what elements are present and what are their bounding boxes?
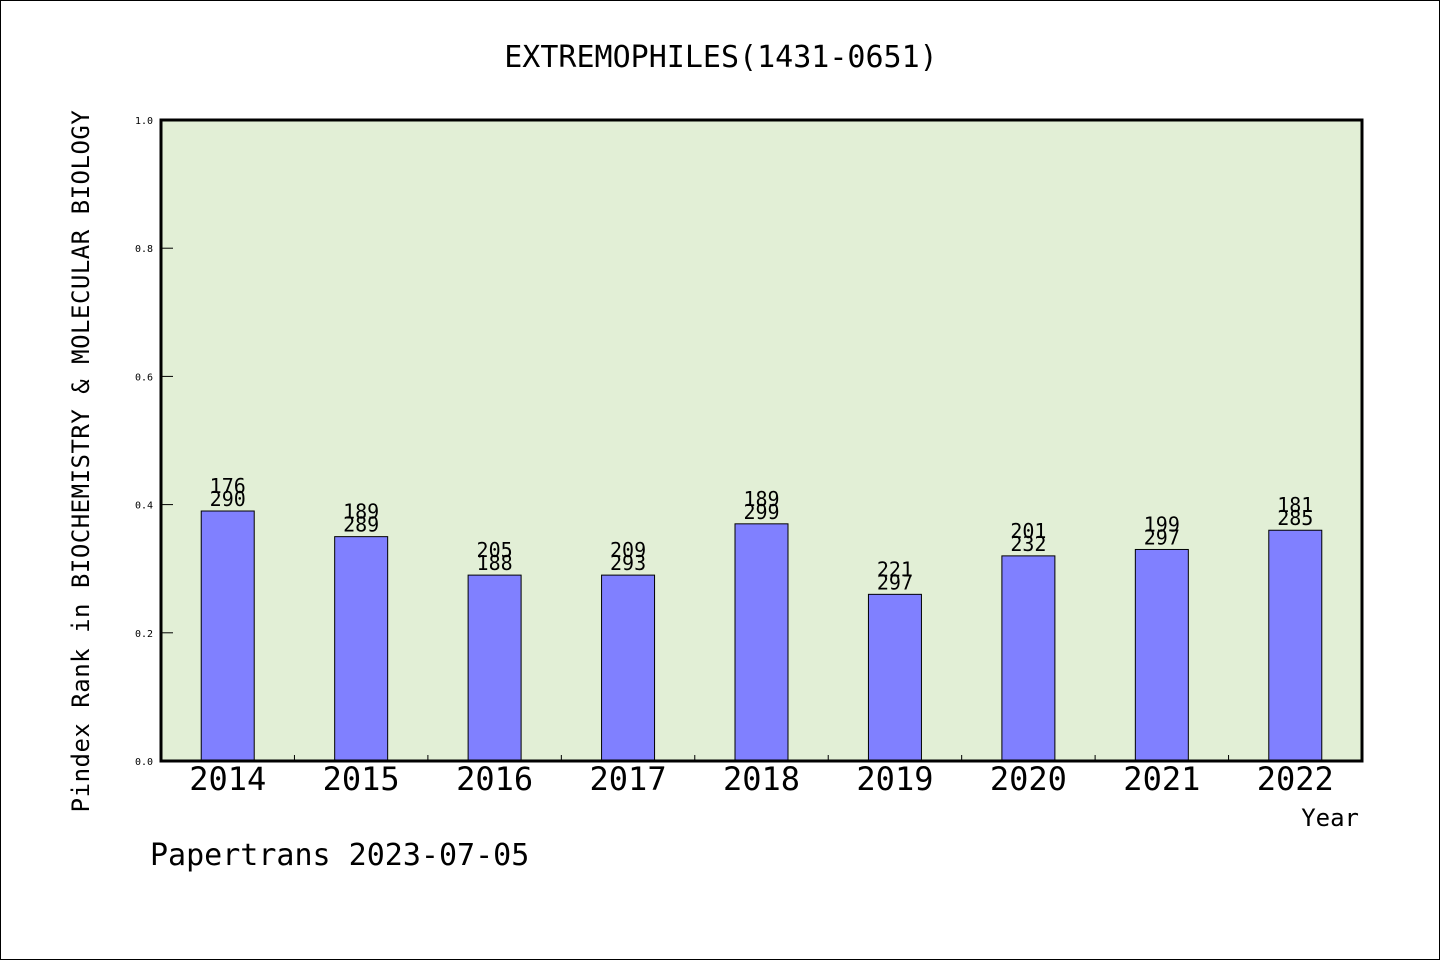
data-label-bottom: 188: [477, 551, 513, 575]
y-tick-label: 0.6: [135, 372, 153, 383]
data-label-bottom: 299: [743, 500, 779, 524]
data-label-bottom: 290: [210, 487, 246, 511]
data-label-top: 189: [343, 500, 379, 524]
x-tick-label: 2022: [1257, 760, 1334, 798]
x-axis-label: Year: [1301, 804, 1359, 832]
data-label-top: 181: [1277, 493, 1313, 517]
data-label-bottom: 297: [877, 570, 913, 594]
data-label-top: 176: [210, 474, 246, 498]
bar-2020: [1001, 555, 1056, 762]
bar-2017: [601, 574, 656, 762]
chart-title: EXTREMOPHILES(1431-0651): [504, 40, 937, 75]
bar-2021: [1134, 548, 1189, 762]
x-tick-label: 2015: [323, 760, 400, 798]
bar-2018: [734, 523, 789, 762]
bar-2015: [334, 536, 389, 762]
data-label-bottom: 232: [1010, 532, 1046, 556]
data-label-top: 199: [1144, 512, 1180, 536]
x-tick-label: 2016: [456, 760, 533, 798]
y-tick-label: 0.4: [135, 501, 153, 512]
data-label-bottom: 293: [610, 551, 646, 575]
data-label-top: 221: [877, 557, 913, 581]
plot-border: [159, 118, 1364, 763]
y-tick-label: 0.8: [135, 244, 153, 255]
bar-2016: [467, 574, 522, 762]
x-tick-label: 2021: [1123, 760, 1200, 798]
data-label-top: 205: [477, 538, 513, 562]
bar-2022: [1268, 529, 1323, 762]
y-tick-label: 0.2: [135, 629, 153, 640]
data-label-bottom: 289: [343, 513, 379, 537]
x-tick-label: 2020: [990, 760, 1067, 798]
data-label-top: 189: [743, 487, 779, 511]
y-tick-label: 0.0: [135, 757, 153, 768]
bar-2014: [200, 510, 255, 762]
data-label-top: 209: [610, 538, 646, 562]
bars: [200, 510, 1323, 762]
x-tick-label: 2017: [590, 760, 667, 798]
footer-text: Papertrans 2023-07-05: [150, 838, 529, 873]
y-axis-label: Pindex Rank in BIOCHEMISTRY & MOLECULAR …: [67, 110, 95, 813]
y-tick-label: 1.0: [135, 116, 153, 127]
x-tick-label: 2014: [189, 760, 266, 798]
bar-2019: [867, 593, 922, 762]
data-label-top: 201: [1010, 519, 1046, 543]
x-tick-label: 2018: [723, 760, 800, 798]
data-label-bottom: 285: [1277, 506, 1313, 530]
data-label-bottom: 297: [1144, 525, 1180, 549]
x-tick-label: 2019: [856, 760, 933, 798]
data-labels: 1762902014189289201520518820162092932017…: [189, 474, 1334, 798]
